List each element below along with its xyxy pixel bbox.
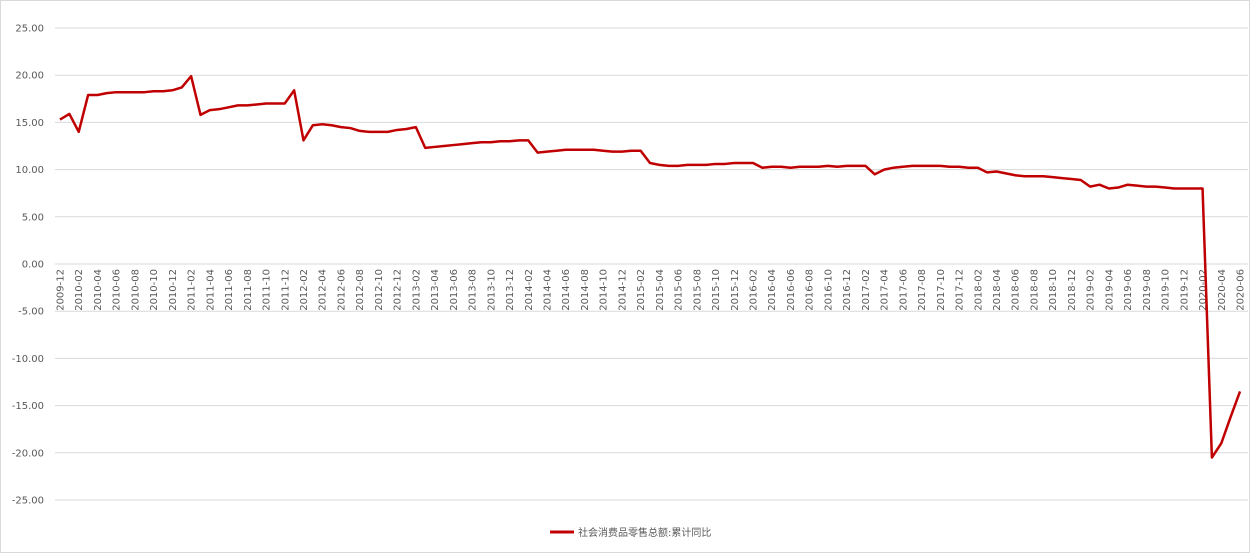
x-tick-label: 2016-02 (749, 269, 760, 311)
x-tick-label: 2011-06 (224, 269, 235, 311)
x-tick-label: 2014-02 (524, 269, 535, 311)
x-tick-label: 2013-08 (468, 269, 479, 311)
x-tick-label: 2019-06 (1123, 269, 1134, 311)
x-tick-label: 2015-02 (636, 269, 647, 311)
x-tick-label: 2012-06 (336, 269, 347, 311)
x-tick-label: 2013-10 (486, 269, 497, 311)
x-tick-label: 2018-10 (1048, 269, 1059, 311)
x-tick-label: 2011-04 (205, 269, 216, 311)
x-tick-label: 2010-04 (93, 269, 104, 311)
x-tick-label: 2013-02 (411, 269, 422, 311)
x-tick-label: 2010-12 (168, 269, 179, 311)
x-tick-label: 2017-12 (955, 269, 966, 311)
x-tick-label: 2012-10 (374, 269, 385, 311)
x-tick-label: 2020-04 (1217, 269, 1228, 311)
x-tick-label: 2016-08 (805, 269, 816, 311)
legend-label: 社会消费品零售总额:累计同比 (578, 526, 711, 539)
x-tick-label: 2016-06 (786, 269, 797, 311)
y-tick-label: -25.00 (12, 496, 44, 507)
x-tick-label: 2012-12 (393, 269, 404, 311)
y-tick-label: 10.00 (15, 165, 44, 176)
x-tick-label: 2012-04 (318, 269, 329, 311)
x-tick-label: 2018-04 (992, 269, 1003, 311)
x-tick-label: 2015-06 (674, 269, 685, 311)
x-tick-label: 2016-12 (842, 269, 853, 311)
x-tick-label: 2010-10 (149, 269, 160, 311)
x-tick-label: 2020-02 (1198, 269, 1209, 311)
y-tick-label: 5.00 (22, 212, 44, 223)
x-tick-label: 2019-08 (1142, 269, 1153, 311)
x-tick-label: 2014-04 (542, 269, 553, 311)
y-tick-label: 0.00 (22, 260, 44, 271)
x-tick-label: 2019-04 (1104, 269, 1115, 311)
y-tick-label: 15.00 (15, 118, 44, 129)
x-tick-label: 2017-04 (880, 269, 891, 311)
x-tick-label: 2019-10 (1161, 269, 1172, 311)
x-tick-label: 2013-06 (449, 269, 460, 311)
data-line (59, 74, 1242, 459)
x-tick-label: 2015-08 (692, 269, 703, 311)
x-tick-label: 2010-08 (130, 269, 141, 311)
x-tick-label: 2011-12 (280, 269, 291, 311)
x-tick-label: 2015-04 (655, 269, 666, 311)
x-tick-label: 2011-08 (243, 269, 254, 311)
x-tick-label: 2015-12 (730, 269, 741, 311)
x-tick-label: 2019-02 (1086, 269, 1097, 311)
x-tick-label: 2017-02 (861, 269, 872, 311)
x-tick-label: 2014-08 (580, 269, 591, 311)
x-tick-label: 2020-06 (1236, 269, 1247, 311)
x-tick-label: 2010-02 (74, 269, 85, 311)
x-tick-label: 2018-08 (1029, 269, 1040, 311)
y-tick-label: -15.00 (12, 401, 44, 412)
x-tick-label: 2013-12 (505, 269, 516, 311)
x-tick-label: 2018-06 (1011, 269, 1022, 311)
x-tick-label: 2011-02 (187, 269, 198, 311)
y-tick-label: 25.00 (15, 24, 44, 35)
x-tick-label: 2019-12 (1179, 269, 1190, 311)
x-tick-label: 2013-04 (430, 269, 441, 311)
x-tick-label: 2014-06 (561, 269, 572, 311)
x-tick-label: 2018-12 (1067, 269, 1078, 311)
x-tick-label: 2012-02 (299, 269, 310, 311)
x-tick-label: 2017-10 (936, 269, 947, 311)
x-tick-label: 2017-06 (898, 269, 909, 311)
x-tick-label: 2012-08 (355, 269, 366, 311)
x-tick-label: 2016-10 (823, 269, 834, 311)
x-tick-label: 2016-04 (767, 269, 778, 311)
x-tick-label: 2010-06 (112, 269, 123, 311)
x-tick-label: 2018-02 (973, 269, 984, 311)
x-tick-label: 2011-10 (262, 269, 273, 311)
x-tick-label: 2009-12 (56, 269, 67, 311)
y-tick-label: -10.00 (12, 354, 44, 365)
y-tick-label: 20.00 (15, 71, 44, 82)
y-tick-label: -5.00 (18, 307, 44, 318)
y-tick-label: -20.00 (12, 448, 44, 459)
x-tick-label: 2017-08 (917, 269, 928, 311)
x-tick-label: 2014-10 (599, 269, 610, 311)
x-tick-label: 2014-12 (617, 269, 628, 311)
x-tick-label: 2015-10 (711, 269, 722, 311)
